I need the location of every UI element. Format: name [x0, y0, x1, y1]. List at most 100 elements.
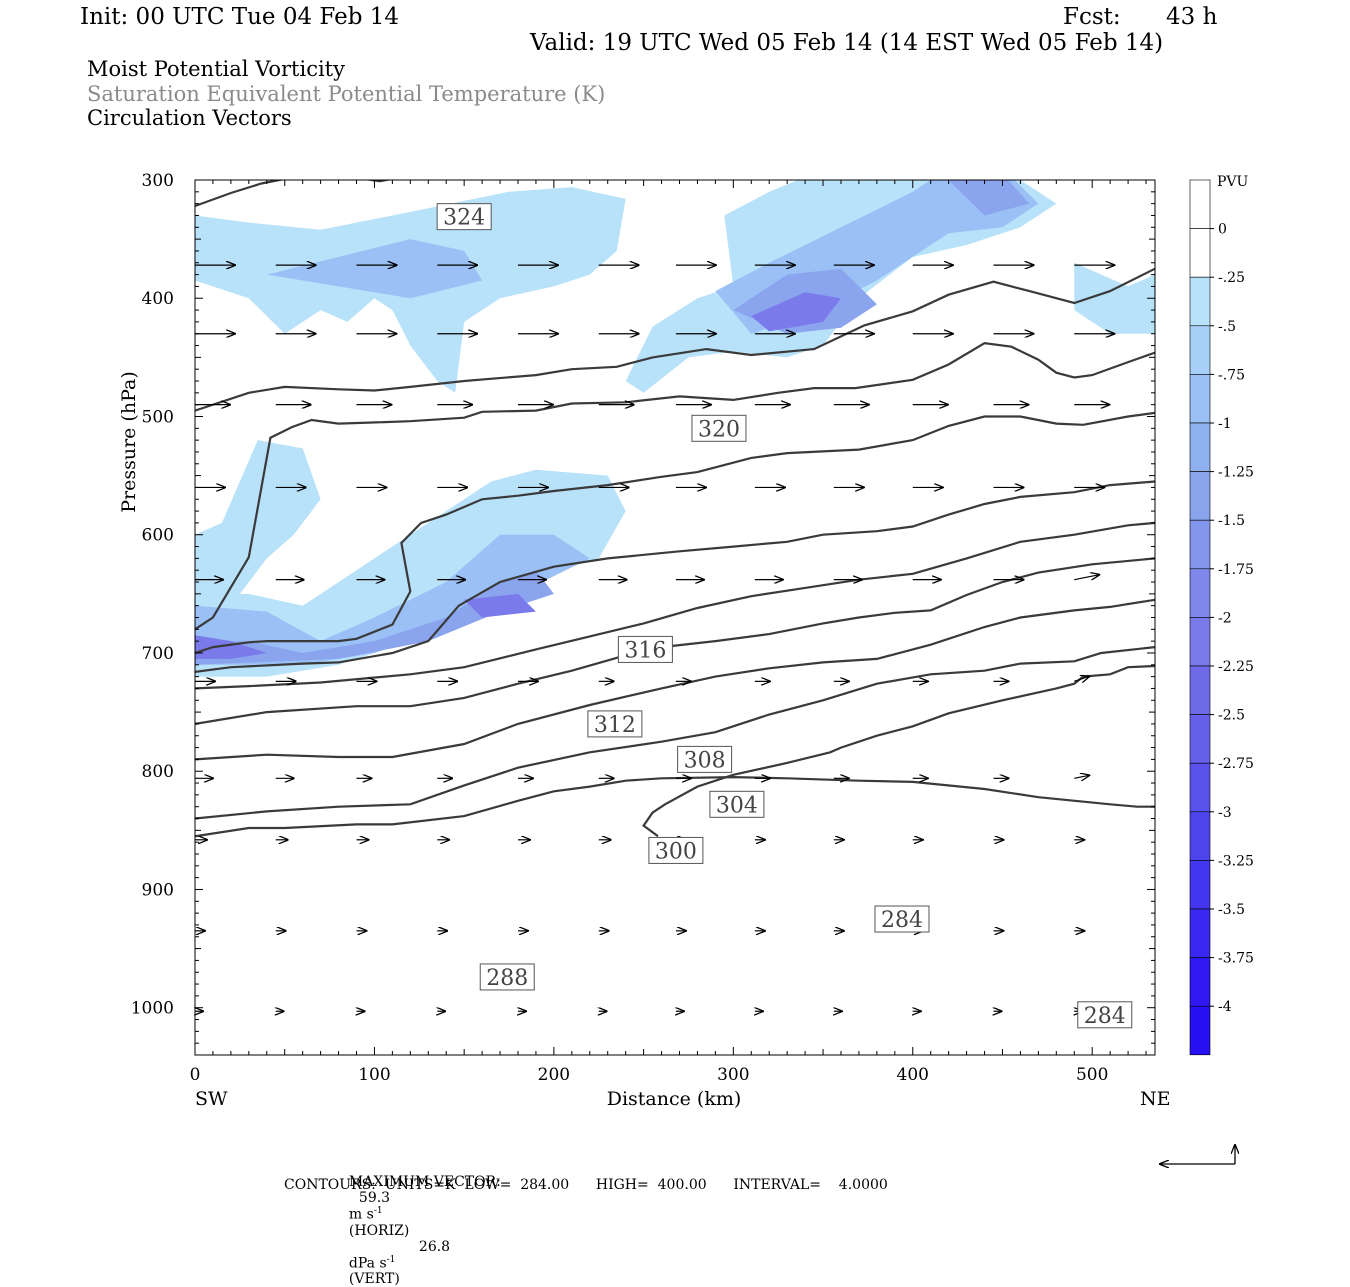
colorbar-level-label: -.75 — [1218, 367, 1245, 383]
vert-unit: dPa s — [348, 1255, 387, 1272]
forecast-label: Fcst: — [1063, 4, 1121, 30]
colorbar-swatch — [1189, 568, 1211, 618]
y-tick-label: 500 — [142, 407, 174, 427]
x-tick-label: 300 — [717, 1065, 749, 1085]
x-tick-label: 500 — [1076, 1065, 1108, 1085]
y-tick-label: 300 — [142, 171, 174, 191]
colorbar-level-label: -.25 — [1218, 270, 1245, 286]
colorbar-level-label: -3.75 — [1218, 951, 1254, 967]
colorbar-level-label: -2.25 — [1218, 659, 1254, 675]
circulation-vector — [1074, 775, 1089, 778]
svg-text:316: 316 — [624, 638, 666, 663]
colorbar-level-label: -.5 — [1218, 319, 1236, 335]
colorbar-swatch — [1189, 811, 1211, 861]
svg-text:284: 284 — [1084, 1004, 1126, 1029]
svg-text:300: 300 — [655, 839, 697, 864]
init-time: Init: 00 UTC Tue 04 Feb 14 — [80, 4, 400, 30]
contours-info: CONTOURS: UNITS=K LOW= 284.00 HIGH= 400.… — [284, 1177, 888, 1193]
colorbar-swatch — [1189, 1005, 1211, 1056]
colorbar-swatch — [1189, 908, 1211, 958]
sw-end-label: SW — [195, 1088, 228, 1110]
colorbar-swatch — [1189, 617, 1211, 667]
colorbar-swatch — [1189, 422, 1211, 472]
pv-shade-area — [266, 239, 483, 299]
cross-section-chart: 0 100 200 300 400 500 300 400 500 600 700 800 900 100… — [118, 0, 1254, 1200]
svg-text:308: 308 — [684, 748, 726, 773]
pv-shade-area — [1101, 62, 1155, 109]
field-title-mpv: Moist Potential Vorticity — [87, 57, 345, 81]
horiz-unit: m s — [348, 1206, 374, 1223]
svg-text:288: 288 — [486, 966, 528, 991]
valid-time: Valid: 19 UTC Wed 05 Feb 14 (14 EST Wed … — [530, 30, 1164, 56]
contour-label: 284 — [874, 905, 930, 933]
vert-value: 26.8 — [418, 1238, 451, 1255]
colorbar-swatch — [1189, 762, 1211, 813]
theta-es-contour — [195, 342, 1155, 631]
theta-es-contour — [195, 480, 1155, 673]
theta-es-contour — [195, 0, 446, 74]
contour-label: 300 — [648, 836, 704, 864]
colorbar-swatch — [1189, 471, 1211, 521]
svg-text:304: 304 — [716, 793, 758, 818]
circulation-vector — [1074, 676, 1089, 681]
svg-text:284: 284 — [881, 908, 923, 933]
max-vector-label: MAXIMUM VECTOR: — [348, 1174, 501, 1190]
field-title-vectors: Circulation Vectors — [87, 106, 292, 130]
colorbar-swatch — [1189, 860, 1211, 910]
colorbar-swatch — [1189, 325, 1211, 375]
vert-tag: (VERT) — [348, 1271, 400, 1287]
colorbar-unit: PVU — [1217, 174, 1249, 190]
colorbar-swatch — [1189, 228, 1211, 278]
colorbar-level-label: -4 — [1218, 999, 1232, 1015]
theta-es-contour — [195, 775, 1155, 838]
colorbar-swatch — [1189, 519, 1211, 570]
theta-es-contour — [1035, 3, 1155, 39]
theta-es-contour — [195, 598, 1155, 761]
theta-es-contour — [195, 180, 392, 208]
pv-shade-area — [195, 635, 267, 659]
colorbar-level-label: -2.5 — [1218, 708, 1245, 724]
reference-vector-icon — [1160, 1145, 1235, 1164]
colorbar-level-label: -1 — [1218, 416, 1232, 432]
colorbar-level-label: -1.5 — [1218, 513, 1245, 529]
colorbar-swatch — [1189, 276, 1211, 327]
y-tick-label: 800 — [142, 762, 174, 782]
y-tick-label: 900 — [142, 880, 174, 900]
contour-label: 288 — [479, 963, 535, 991]
pv-shade-area — [1074, 262, 1155, 334]
y-axis-label: Pressure (hPa) — [118, 371, 140, 513]
contour-label: 284 — [1077, 1001, 1133, 1029]
contour-label: 304 — [709, 790, 765, 818]
colorbar-level-label: -3.5 — [1218, 902, 1245, 918]
forecast-hour: 43 h — [1166, 4, 1218, 30]
pv-shade-area — [948, 180, 1030, 216]
pv-colorbar: 0 -.25 -.5 -.75 -1 -1.25 -1.5 -1.75 -2 -2.25 -2.5 -… — [1189, 179, 1254, 1056]
pv-shade-area — [195, 534, 590, 665]
contour-label: 324 — [436, 203, 492, 231]
colorbar-swatch — [1189, 714, 1211, 764]
contour-label: 312 — [587, 710, 643, 738]
pv-shade-area — [464, 593, 536, 618]
contour-label: 316 — [617, 635, 673, 663]
theta-es-contour — [195, 521, 1155, 690]
theta-es-contour — [195, 557, 1155, 725]
axis-ticks: 0 100 200 300 400 500 300 400 500 600 700 800 900 100… — [131, 171, 1155, 1085]
horiz-tag: (HORIZ) — [348, 1222, 410, 1239]
svg-text:320: 320 — [698, 417, 740, 442]
theta-es-contour — [195, 267, 1155, 412]
colorbar-level-label: -2 — [1218, 610, 1232, 626]
colorbar-swatch — [1189, 957, 1211, 1007]
svg-text:324: 324 — [443, 206, 485, 231]
colorbar-swatch — [1189, 374, 1211, 424]
contour-labels: 324 320 316 312 308 304 300 284 288 284 — [436, 203, 1133, 1029]
theta-es-contour — [195, 411, 1155, 655]
x-axis-label: Distance (km) — [607, 1088, 742, 1110]
pv-shading — [195, 62, 1155, 677]
y-tick-label: 600 — [142, 526, 174, 546]
y-tick-label: 400 — [142, 289, 174, 309]
colorbar-level-label: -2.75 — [1218, 756, 1254, 772]
theta-es-contours — [195, 0, 1155, 838]
colorbar-level-label: -3 — [1218, 805, 1232, 821]
circulation-vectors — [195, 265, 1114, 1011]
colorbar-level-label: -3.25 — [1218, 853, 1254, 869]
